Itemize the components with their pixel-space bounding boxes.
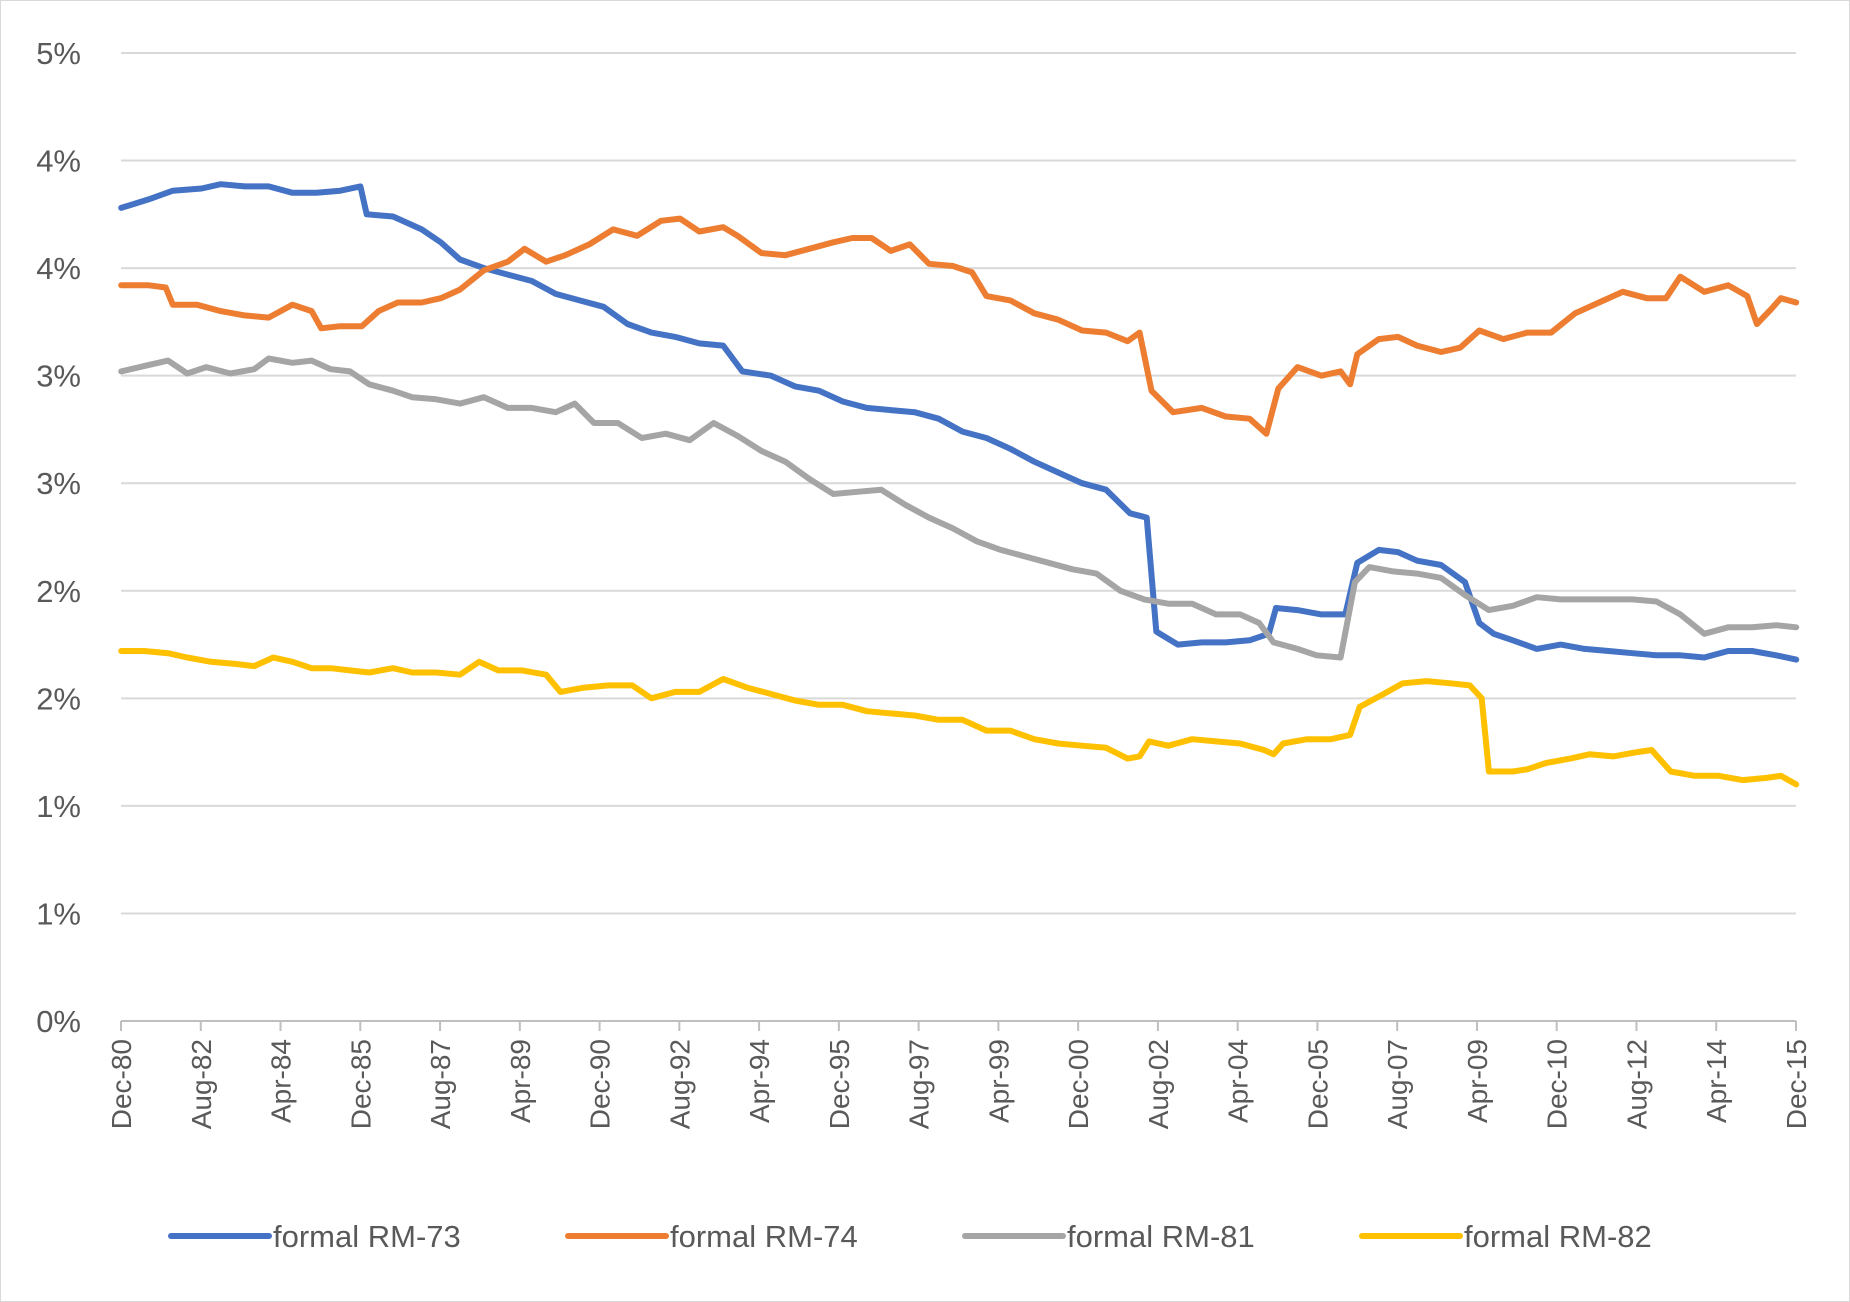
x-tick-label: Apr-09 [1462,1039,1493,1123]
y-tick-label: 5% [36,36,81,71]
x-tick-label: Aug-82 [186,1039,217,1129]
y-tick-label: 1% [36,896,81,931]
legend: formal RM-73 formal RM-74 formal RM-81 form… [168,1219,1652,1254]
y-tick-label: 1% [36,789,81,824]
y-tick-label: 0% [36,1004,81,1039]
x-tick-label: Aug-87 [425,1039,456,1129]
x-tick-label: Apr-89 [505,1039,536,1123]
series-line-formal-rm-74 [118,215,1800,437]
x-axis-tick-labels: Dec-80 Aug-82 Apr-84 Dec-85 Aug-87 Apr-89 Dec-… [106,1021,1812,1129]
legend-item-formal-rm-81: formal RM-81 [962,1219,1255,1254]
x-tick-label: Aug-12 [1621,1039,1652,1129]
y-tick-label: 4% [36,251,81,286]
series-lines [118,181,1800,788]
x-tick-label: Dec-85 [345,1039,376,1129]
y-tick-label: 2% [36,681,81,716]
x-tick-label: Dec-00 [1063,1039,1094,1129]
series-line-formal-rm-82 [118,648,1800,788]
legend-item-formal-rm-74: formal RM-74 [565,1219,858,1254]
legend-item-formal-rm-82: formal RM-82 [1359,1219,1652,1254]
y-axis-tick-labels: 0% 1% 1% 2% 2% 3% 3% 4% 4% 5% [36,36,81,1039]
x-tick-label: Apr-14 [1701,1039,1732,1123]
x-tick-label: Aug-07 [1382,1039,1413,1129]
x-tick-label: Apr-04 [1223,1039,1254,1123]
legend-label: formal RM-74 [670,1219,858,1254]
series-line-formal-rm-73 [118,181,1800,663]
legend-label: formal RM-81 [1067,1219,1255,1254]
x-tick-label: Aug-02 [1143,1039,1174,1129]
x-tick-label: Dec-10 [1542,1039,1573,1129]
x-tick-label: Aug-97 [904,1039,935,1129]
x-tick-label: Dec-80 [106,1039,137,1129]
legend-label: formal RM-73 [273,1219,461,1254]
legend-label: formal RM-82 [1464,1219,1652,1254]
x-tick-label: Dec-95 [824,1039,855,1129]
gridlines [121,52,1796,915]
series-line-formal-rm-81 [118,355,1800,661]
x-tick-label: Dec-90 [585,1039,616,1129]
x-tick-label: Apr-84 [266,1039,297,1123]
legend-item-formal-rm-73: formal RM-73 [168,1219,461,1254]
y-tick-label: 2% [36,574,81,609]
y-tick-label: 3% [36,466,81,501]
x-tick-label: Dec-05 [1302,1039,1333,1129]
x-tick-label: Apr-99 [983,1039,1014,1123]
x-tick-label: Dec-15 [1781,1039,1812,1129]
y-tick-label: 4% [36,144,81,179]
y-tick-label: 3% [36,359,81,394]
x-tick-label: Aug-92 [664,1039,695,1129]
x-tick-label: Apr-94 [744,1039,775,1123]
